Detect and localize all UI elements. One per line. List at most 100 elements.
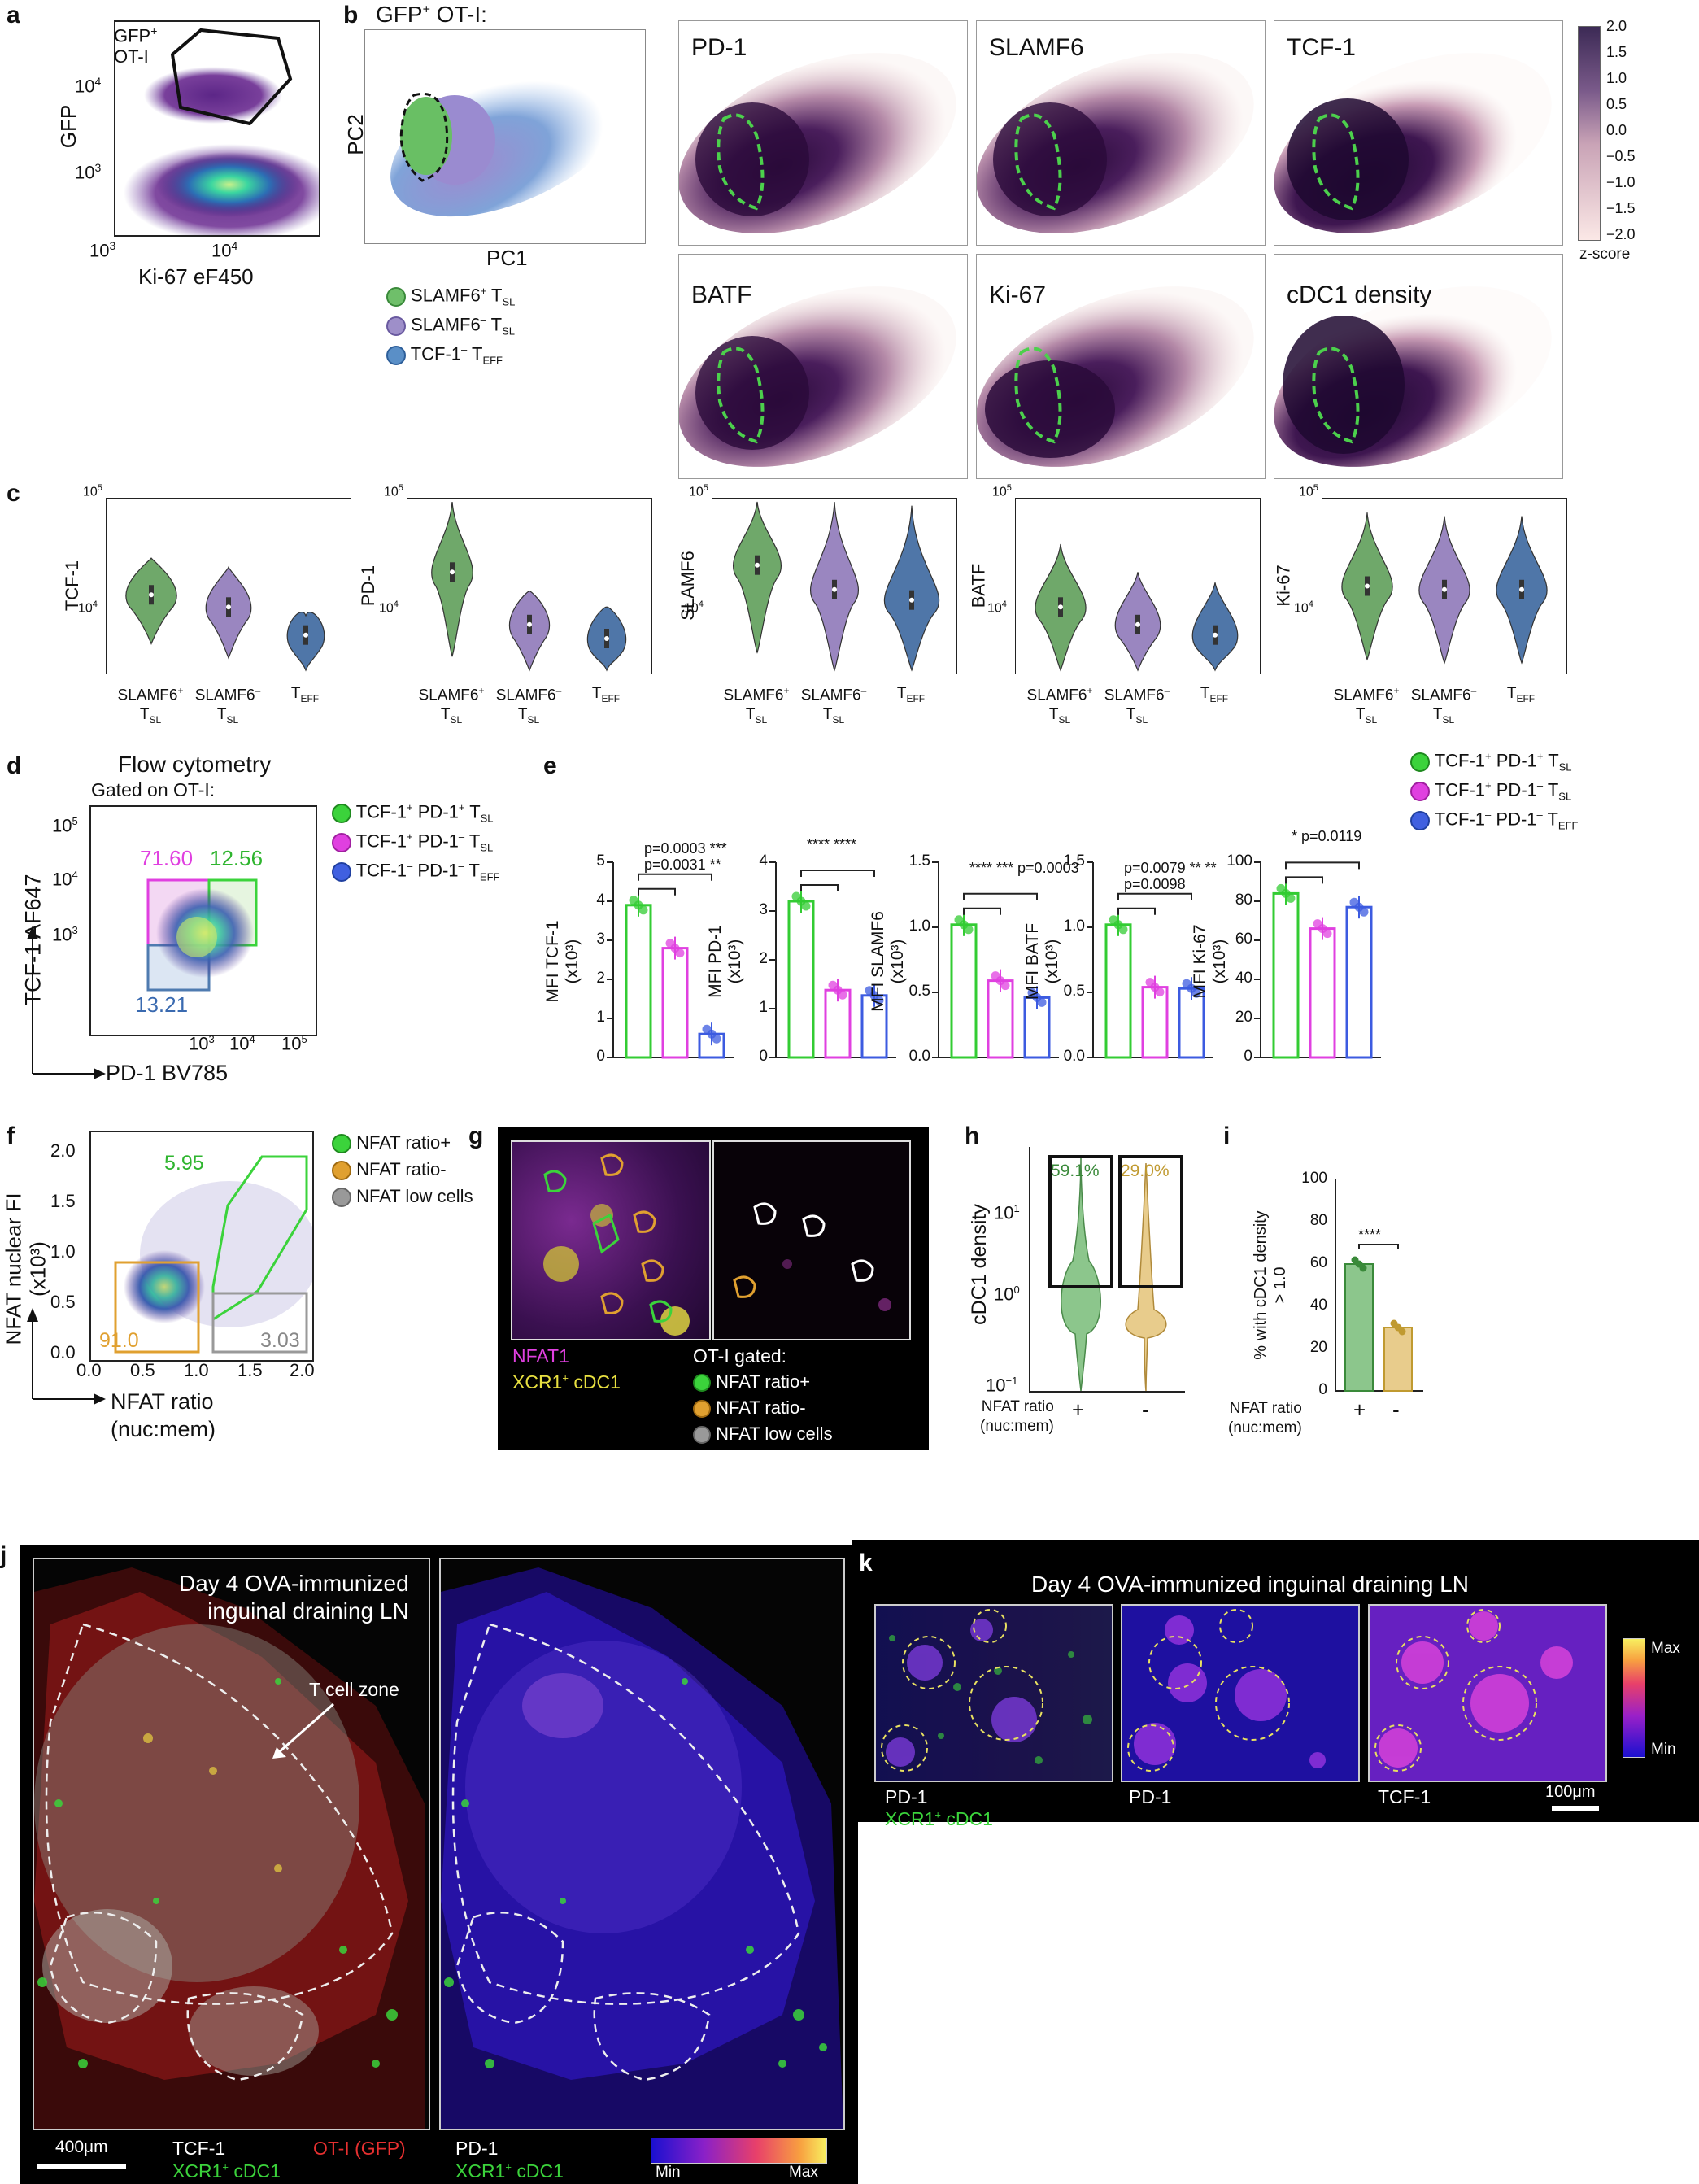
map-slamf6 <box>976 20 1266 246</box>
legend-item: TCF-1– PD-1– TEFF <box>1410 809 1578 838</box>
gate-value-pink: 71.60 <box>140 846 194 870</box>
significance-label: p=0.0003 *** p=0.0031 ** <box>644 839 727 873</box>
violin-ytick: 104 <box>1294 599 1313 616</box>
bar-ytick: 60 <box>1309 1254 1327 1271</box>
group-label: SLAMF6+ TSL <box>117 685 184 726</box>
legend-item: TCF-1+ PD-1+ TSL <box>332 801 499 830</box>
bar-ytick: 1.5 <box>908 852 930 870</box>
data-point <box>1359 907 1369 917</box>
significance-label: * p=0.0119 <box>1292 828 1362 845</box>
group-label: SLAMF6+ TSL <box>1333 685 1400 726</box>
bar <box>987 979 1014 1059</box>
bar-chart <box>1254 861 1381 1059</box>
map-title: PD-1 <box>691 34 747 61</box>
group-label: SLAMF6+ TSL <box>1026 685 1093 726</box>
group-label: SLAMF6– TSL <box>495 685 562 726</box>
data-point <box>874 996 884 1005</box>
bar <box>1383 1327 1413 1392</box>
violin-median <box>909 597 914 603</box>
panel-d-ytick: 104 <box>52 869 78 890</box>
violin-ylabel: Ki-67 <box>1273 565 1294 607</box>
bar-ytick: 0 <box>1244 1048 1252 1065</box>
gate-value-green: 12.56 <box>210 846 264 870</box>
violin-median <box>832 586 837 592</box>
arrow-icon <box>272 1702 334 1759</box>
panel-h-xcat: + <box>1072 1397 1085 1422</box>
violin-ytick: 105 <box>83 483 102 499</box>
bar-ytick: 0 <box>596 1048 605 1065</box>
cb-tick: −1.0 <box>1606 174 1636 190</box>
group-label: TEFF <box>1200 685 1229 704</box>
bar-xcat: - <box>1392 1397 1400 1422</box>
panel-k-label-2: PD-1 <box>1129 1786 1172 1807</box>
bar <box>1272 891 1300 1059</box>
bar-ytick: 1.5 <box>1063 852 1085 870</box>
bar-ytick: 0 <box>759 1048 768 1065</box>
violin-ylabel: BATF <box>968 563 989 608</box>
panel-d-ytick: 103 <box>52 924 78 945</box>
panel-label-e: e <box>543 752 557 779</box>
panel-f-axis-arrows <box>27 1308 106 1405</box>
panel-g-legend: NFAT ratio+ NFAT ratio- NFAT low cells <box>693 1371 833 1449</box>
panel-h-pct-pos: 59.1% <box>1051 1162 1100 1180</box>
panel-a-ylabel: GFP <box>56 104 81 149</box>
panel-h-xlabel: NFAT ratio (nuc:mem) <box>980 1398 1054 1435</box>
data-point <box>1322 929 1332 939</box>
panel-k-title: Day 4 OVA-immunized inguinal draining LN <box>1031 1572 1469 1597</box>
cb-tick: −0.5 <box>1606 148 1636 164</box>
panel-a-plot <box>114 20 320 237</box>
bar-ylabel: MFI PD-1 (x10³) <box>706 925 744 998</box>
panel-j-image-right <box>439 1558 845 2130</box>
panel-g-image-left <box>511 1140 711 1340</box>
violin-median <box>149 592 154 598</box>
panel-a-gate-label: GFP+ OT-I <box>114 24 158 68</box>
panel-j-label-pd1: PD-1 <box>455 2138 499 2159</box>
panel-label-d: d <box>7 752 22 779</box>
panel-g-gated-title: OT-I gated: <box>693 1345 787 1367</box>
scalebar-400um <box>37 2164 126 2169</box>
panel-label-i: i <box>1223 1123 1231 1149</box>
panel-j-label-xcr1-right: XCR1+ cDC1 <box>455 2160 564 2182</box>
panel-h-ytick: 101 <box>994 1202 1020 1223</box>
xtick: 2.0 <box>290 1360 315 1380</box>
panel-k-label-xcr1: XCR1+ cDC1 <box>885 1808 993 1829</box>
data-point <box>675 948 685 958</box>
panel-a-xtick-1: 103 <box>89 239 116 261</box>
bar <box>1309 927 1336 1059</box>
panel-j-scalebar-label: 400μm <box>55 2138 108 2156</box>
violin-median <box>226 604 231 610</box>
scalebar-100um <box>1552 1806 1599 1811</box>
ytick: 2.0 <box>50 1140 76 1161</box>
data-point <box>1191 988 1201 998</box>
legend-item: NFAT ratio- <box>332 1159 473 1186</box>
data-point <box>1359 1264 1367 1272</box>
panel-h-ylabel: cDC1 density <box>967 1204 991 1325</box>
data-point <box>964 925 974 935</box>
violin-ytick: 104 <box>78 599 98 616</box>
data-point <box>638 905 648 915</box>
bar <box>1345 905 1373 1059</box>
violin-median <box>755 562 760 568</box>
violin-ytick: 105 <box>1299 483 1318 499</box>
panel-k-image-2 <box>1121 1604 1360 1782</box>
violin-median <box>1442 586 1447 592</box>
panel-b-colorbar <box>1578 26 1601 241</box>
significance-label: **** <box>1358 1227 1382 1243</box>
legend-item: SLAMF6– TSL <box>386 314 630 343</box>
bar-chart <box>1087 861 1213 1059</box>
bar-ytick: 0 <box>1318 1381 1327 1398</box>
panel-d-xtick: 104 <box>229 1033 255 1054</box>
gate-value-blue: 13.21 <box>135 992 189 1017</box>
bar-ylabel: % with cDC1 density > 1.0 <box>1252 1210 1289 1360</box>
group-label: TEFF <box>290 685 320 704</box>
panel-j-colorbar <box>651 2138 827 2164</box>
violin <box>732 501 782 654</box>
panel-h-pct-neg: 29.0% <box>1121 1162 1170 1180</box>
panel-d-xtick: 105 <box>281 1033 307 1054</box>
panel-label-g: g <box>468 1123 484 1149</box>
violin-plot <box>1322 498 1567 674</box>
bar-ylabel: MFI BATF (x10³) <box>1023 922 1061 1000</box>
bar <box>661 947 689 1059</box>
legend-item: SLAMF6+ TSL <box>386 285 630 314</box>
panel-a-ytick-1: 104 <box>75 75 102 97</box>
